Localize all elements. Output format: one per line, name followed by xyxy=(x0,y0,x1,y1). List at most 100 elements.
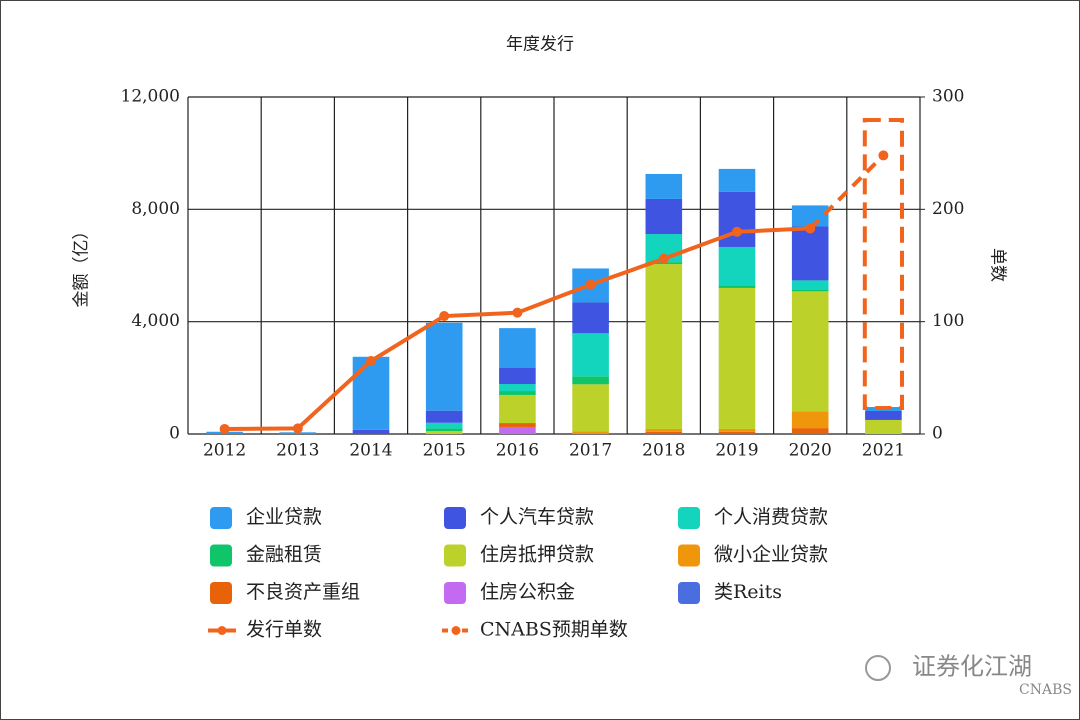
x-tick-label: 2019 xyxy=(715,441,758,461)
bar-segment xyxy=(791,428,829,434)
legend-swatch xyxy=(678,582,700,604)
legend-label: CNABS预期单数 xyxy=(480,619,628,641)
y-tick-label: 12,000 xyxy=(121,87,180,107)
y-axis-label: 金额（亿） xyxy=(72,223,92,308)
bar-segment xyxy=(499,391,536,395)
line-point xyxy=(658,253,669,264)
line-point xyxy=(732,226,742,237)
bar-segment xyxy=(572,333,609,377)
bar-segment xyxy=(499,384,536,392)
bar-segment xyxy=(499,368,536,385)
line-point xyxy=(366,355,376,366)
bar-segment xyxy=(425,410,463,423)
x-tick-label: 2016 xyxy=(496,441,539,461)
line-point xyxy=(219,423,230,434)
x-tick-label: 2018 xyxy=(642,441,685,461)
line-point xyxy=(878,150,889,161)
legend-swatch xyxy=(444,582,466,604)
bar-segment xyxy=(718,287,756,429)
watermark-icon xyxy=(865,655,891,681)
bar-segment xyxy=(865,419,902,434)
y2-tick-label: 0 xyxy=(932,424,943,444)
x-tick-label: 2020 xyxy=(789,441,832,461)
bar-segment xyxy=(718,286,756,288)
legend-swatch xyxy=(210,507,232,529)
line-point xyxy=(585,279,596,290)
legend-label: 金融租赁 xyxy=(246,544,322,566)
bar-segment xyxy=(645,428,683,432)
bar-segment xyxy=(645,431,683,434)
legend-label: 个人汽车贷款 xyxy=(480,506,594,528)
y-tick-label: 0 xyxy=(169,424,180,444)
watermark: 证券化江湖 CNABS xyxy=(865,653,1072,698)
bar-segment xyxy=(425,428,463,432)
x-tick-label: 2015 xyxy=(423,441,466,461)
bar-segment xyxy=(645,198,683,235)
y2-tick-label: 300 xyxy=(932,87,964,107)
bar-segment xyxy=(645,264,683,429)
legend-label: 住房公积金 xyxy=(480,581,575,603)
bar-segment xyxy=(645,173,683,199)
y-tick-label: 4,000 xyxy=(131,311,180,331)
bar-segment xyxy=(499,423,536,427)
legend-swatch xyxy=(444,544,466,567)
bar-segment xyxy=(718,431,756,434)
bar-segment xyxy=(499,328,536,369)
x-tick-label: 2021 xyxy=(862,441,905,461)
bar-segment xyxy=(425,431,463,434)
x-tick-label: 2013 xyxy=(276,441,319,461)
bar-segment xyxy=(572,431,609,434)
bar-segment xyxy=(791,226,829,281)
chart-title: 年度发行 xyxy=(506,35,574,55)
legend-dot xyxy=(451,626,461,635)
line-point xyxy=(292,423,303,434)
bar-segment xyxy=(572,384,609,432)
bar-segment xyxy=(718,168,756,192)
bar-segment xyxy=(425,322,463,411)
y2-tick-label: 100 xyxy=(932,311,964,331)
legend-swatch xyxy=(444,507,466,529)
bar-segment xyxy=(791,280,829,290)
legend-swatch xyxy=(678,507,700,529)
y2-axis-label: 单数 xyxy=(988,248,1008,282)
legend-label: 不良资产重组 xyxy=(246,581,360,603)
bar-segment xyxy=(791,205,829,227)
bar-segment xyxy=(572,302,609,334)
bar-segment xyxy=(791,289,829,292)
legend-label: 类Reits xyxy=(714,581,782,603)
line xyxy=(808,153,885,230)
bar-segment xyxy=(425,422,463,429)
legend-label: 个人消费贷款 xyxy=(714,506,828,528)
bar-segment xyxy=(791,411,829,429)
bar-segment xyxy=(352,356,390,430)
legend-label: 企业贷款 xyxy=(246,506,322,528)
bar-segment xyxy=(352,429,390,434)
bar-segment xyxy=(499,394,536,424)
bar-segment xyxy=(865,410,902,420)
bar-segment xyxy=(572,376,609,385)
legend-swatch xyxy=(678,544,700,567)
x-tick-label: 2017 xyxy=(569,441,612,461)
projection-box xyxy=(862,118,904,410)
bar-segment xyxy=(718,428,756,432)
legend-label: 微小企业贷款 xyxy=(714,544,828,566)
legend-swatch xyxy=(210,544,232,567)
watermark-sub: CNABS xyxy=(1019,682,1072,698)
legend-dot xyxy=(217,626,227,635)
line-point xyxy=(512,307,523,318)
x-tick-label: 2012 xyxy=(203,441,246,461)
x-tick-label: 2014 xyxy=(349,441,392,461)
legend-label: 住房抵押贷款 xyxy=(480,544,594,566)
watermark-text: 证券化江湖 xyxy=(912,653,1032,681)
bar-segment xyxy=(718,246,756,287)
bar-segment xyxy=(499,426,536,434)
y2-tick-label: 200 xyxy=(932,199,964,219)
line-point xyxy=(805,223,816,234)
bar-segment xyxy=(791,291,829,412)
bar-segment xyxy=(718,191,756,247)
line-point xyxy=(439,311,450,322)
legend-label: 发行单数 xyxy=(246,619,322,641)
legend-swatch xyxy=(210,582,232,604)
